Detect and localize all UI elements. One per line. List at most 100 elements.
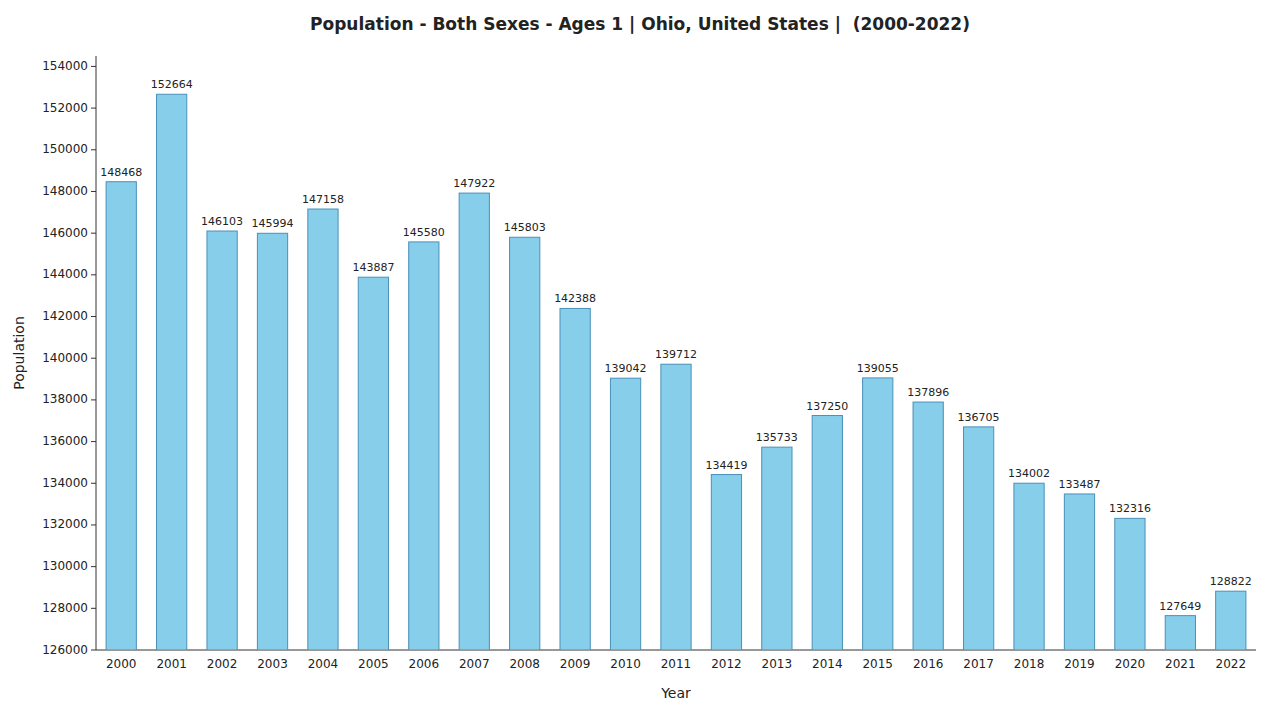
data-label: 134002: [1008, 467, 1050, 480]
y-axis-label: Population: [11, 316, 27, 390]
bar: [459, 193, 489, 650]
bar: [661, 364, 691, 650]
bar: [1216, 591, 1246, 650]
x-tick-label: 2012: [711, 657, 742, 671]
bar: [560, 308, 590, 650]
x-tick-label: 2011: [661, 657, 692, 671]
y-tick: [91, 274, 96, 275]
y-tick: [91, 483, 96, 484]
y-tick: [91, 191, 96, 192]
y-tick: [91, 441, 96, 442]
axes: 126000 128000 130000 132000 134000 136000 1380…: [42, 56, 1256, 671]
y-tick-label: 126000: [42, 643, 88, 657]
data-label: 139055: [857, 362, 899, 375]
data-label: 143887: [352, 261, 394, 274]
data-label: 147158: [302, 193, 344, 206]
title: Population - Both Sexes - Ages 1 | Ohio,…: [310, 14, 970, 34]
y-tick-label: 142000: [42, 309, 88, 323]
bars: [106, 94, 1246, 650]
x-tick-label: 2002: [207, 657, 238, 671]
x-tick-label: 2000: [106, 657, 137, 671]
x-axis-label: Year: [660, 685, 691, 701]
y-tick-label: 136000: [42, 434, 88, 448]
y-tick-label: 146000: [42, 226, 88, 240]
y-tick: [91, 149, 96, 150]
chart: 126000 128000 130000 132000 134000 136000 1380…: [0, 0, 1280, 720]
data-label: 139042: [605, 362, 647, 375]
data-label: 148468: [100, 166, 142, 179]
bar: [913, 402, 943, 650]
y-axis-line: [96, 56, 97, 650]
bar: [358, 277, 388, 650]
y-tick-label: 130000: [42, 559, 88, 573]
x-tick-label: 2013: [762, 657, 793, 671]
y-tick-label: 144000: [42, 267, 88, 281]
x-tick-label: 2003: [257, 657, 288, 671]
data-label: 132316: [1109, 502, 1151, 515]
y-tick-label: 140000: [42, 351, 88, 365]
bar: [207, 231, 237, 650]
x-tick-label: 2014: [812, 657, 843, 671]
bar: [409, 242, 439, 650]
bar: [610, 378, 640, 650]
bar: [257, 233, 287, 650]
x-tick-label: 2022: [1216, 657, 1247, 671]
x-tick-label: 2005: [358, 657, 389, 671]
data-label: 127649: [1159, 600, 1201, 613]
y-tick-label: 134000: [42, 476, 88, 490]
data-label: 136705: [958, 411, 1000, 424]
data-label: 142388: [554, 292, 596, 305]
data-label: 145803: [504, 221, 546, 234]
y-tick-label: 152000: [42, 101, 88, 115]
bar: [1014, 483, 1044, 650]
data-label: 146103: [201, 215, 243, 228]
data-label: 145994: [252, 217, 294, 230]
x-tick-label: 2018: [1014, 657, 1045, 671]
x-tick-label: 2008: [509, 657, 540, 671]
x-tick-label: 2020: [1115, 657, 1146, 671]
x-tick-label: 2019: [1064, 657, 1095, 671]
data-label: 145580: [403, 226, 445, 239]
x-tick-label: 2016: [913, 657, 944, 671]
y-tick: [91, 566, 96, 567]
bar: [863, 378, 893, 650]
y-tick-label: 138000: [42, 392, 88, 406]
data-labels: 148468 152664 146103 145994 147158 143887 1455…: [100, 78, 1252, 612]
y-tick: [91, 316, 96, 317]
data-label: 139712: [655, 348, 697, 361]
bar: [711, 475, 741, 650]
bar: [963, 427, 993, 650]
y-tick: [91, 608, 96, 609]
data-label: 135733: [756, 431, 798, 444]
x-tick-label: 2015: [862, 657, 893, 671]
bar: [762, 447, 792, 650]
data-label: 137250: [806, 400, 848, 413]
x-tick-label: 2001: [156, 657, 187, 671]
y-tick-label: 128000: [42, 601, 88, 615]
y-tick-label: 132000: [42, 517, 88, 531]
x-tick-label: 2007: [459, 657, 490, 671]
x-tick-label: 2004: [308, 657, 339, 671]
data-label: 133487: [1058, 478, 1100, 491]
y-tick-label: 148000: [42, 184, 88, 198]
y-tick: [91, 650, 96, 651]
background: [0, 0, 1280, 720]
data-label: 134419: [705, 459, 747, 472]
bar: [812, 416, 842, 650]
bar: [1064, 494, 1094, 650]
x-tick-label: 2010: [610, 657, 641, 671]
y-tick-label: 154000: [42, 59, 88, 73]
y-tick: [91, 399, 96, 400]
bar: [1165, 616, 1195, 650]
data-label: 137896: [907, 386, 949, 399]
bar: [1115, 518, 1145, 650]
y-tick-label: 150000: [42, 142, 88, 156]
bar: [106, 182, 136, 650]
bar: [157, 94, 187, 650]
x-tick-label: 2017: [963, 657, 994, 671]
data-label: 152664: [151, 78, 193, 91]
x-tick-label: 2009: [560, 657, 591, 671]
data-label: 147922: [453, 177, 495, 190]
x-tick-label: 2006: [409, 657, 440, 671]
y-tick: [91, 233, 96, 234]
